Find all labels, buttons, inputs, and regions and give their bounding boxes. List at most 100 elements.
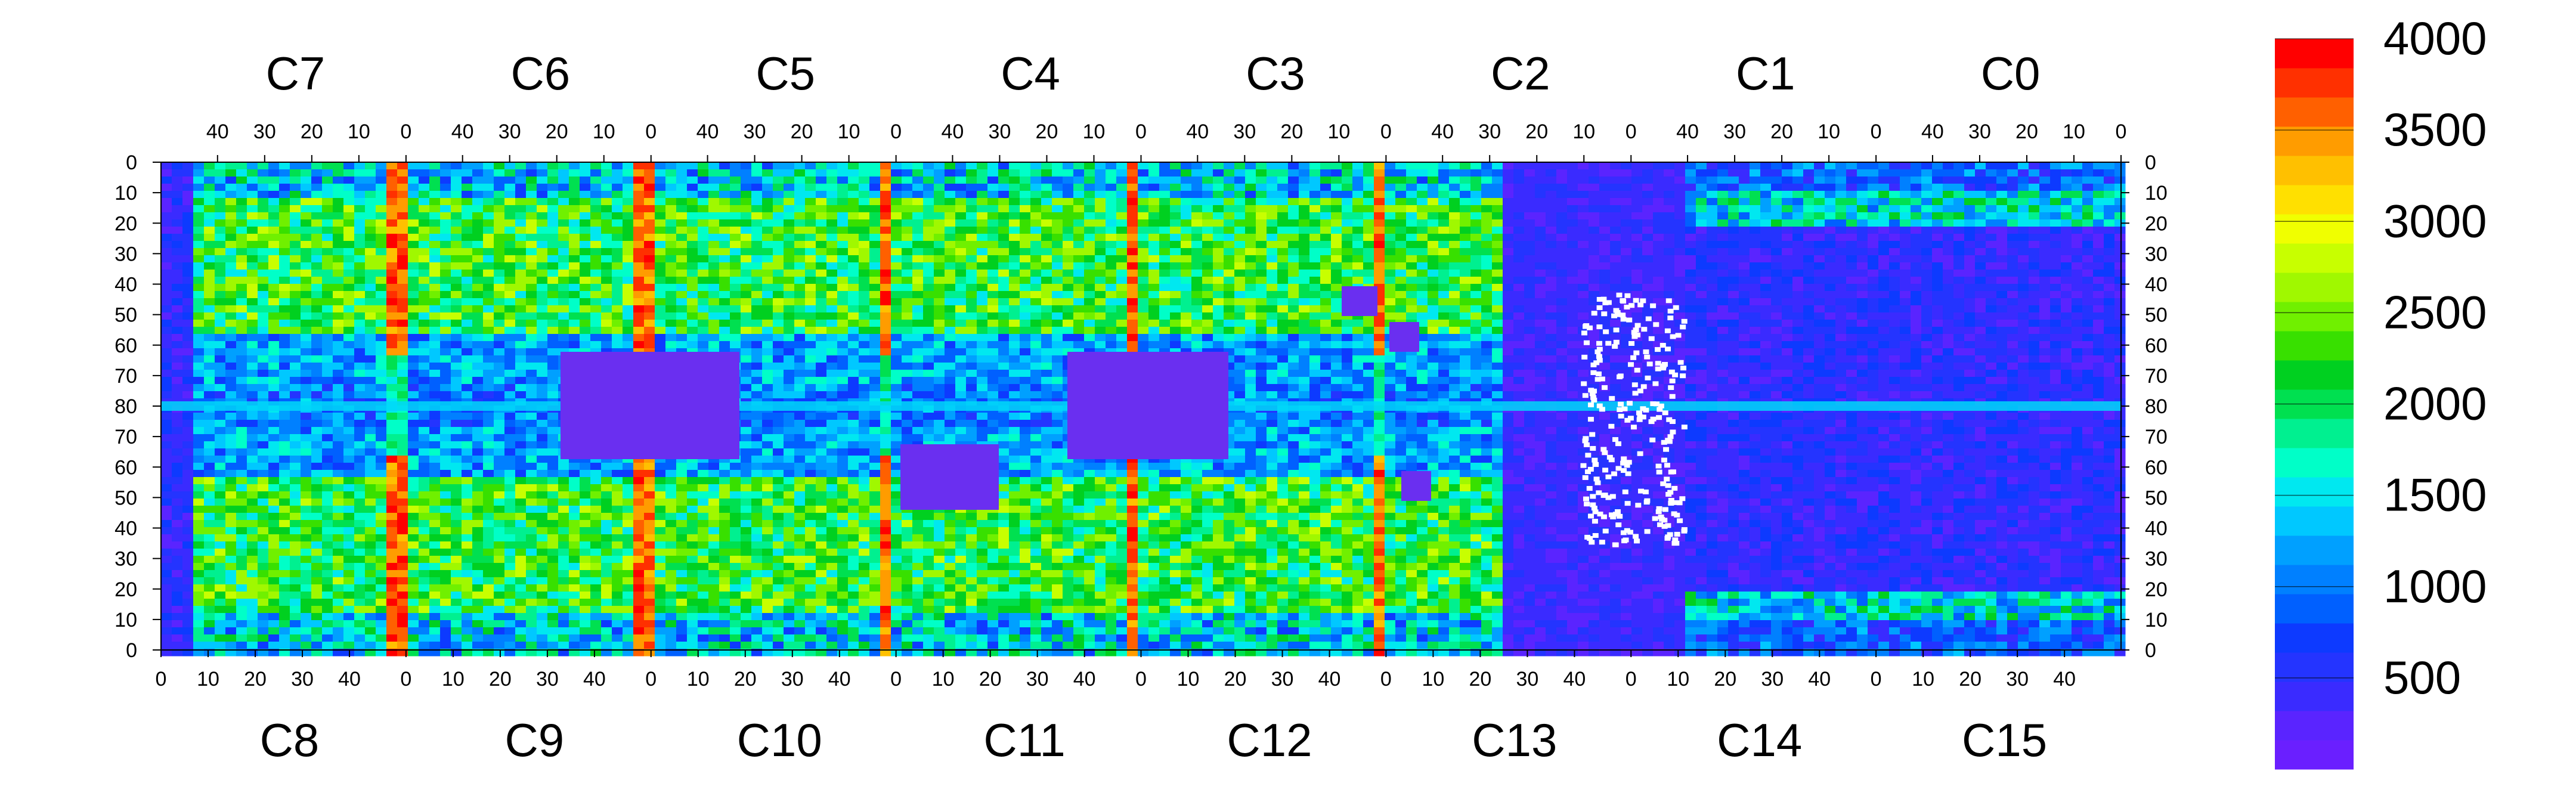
left-y-tick-label: 30	[114, 548, 137, 571]
heatmap-cells	[161, 162, 2126, 657]
bottom-tick-label: 40	[583, 668, 606, 691]
top-tick-label: 20	[1770, 120, 1793, 143]
bottom-tick-label: 40	[1808, 668, 1831, 691]
bottom-tick-label: 40	[1073, 668, 1096, 691]
top-tick-label: 30	[744, 120, 766, 143]
colorbar-tick-label: 3000	[2383, 194, 2487, 247]
bottom-chip-labels: C8 C9 C10 C11 C12 C13 C14 C15	[260, 714, 2048, 766]
bottom-tick-label: 20	[1959, 668, 1981, 691]
right-y-tick-label: 30	[2145, 548, 2168, 571]
left-y-tick-label: 20	[114, 212, 137, 235]
right-y-tick-label: 0	[2145, 151, 2156, 174]
right-y-tick-label: 30	[2145, 243, 2168, 265]
right-y-tick-label: 40	[2145, 274, 2168, 296]
top-tick-label: 10	[1818, 120, 1840, 143]
top-tick-label: 30	[253, 120, 276, 143]
chip-label-top: C1	[1736, 47, 1795, 100]
top-chip-labels: C7 C6 C5 C4 C3 C2 C1 C0	[266, 47, 2041, 100]
bottom-tick-label: 10	[1912, 668, 1934, 691]
left-y-tick-label: 50	[114, 487, 137, 509]
colorbar-segment	[2275, 535, 2354, 565]
chip-label-bottom: C15	[1962, 714, 2047, 766]
top-tick-label: 0	[1380, 120, 1392, 143]
chip-label-bottom: C9	[504, 714, 564, 766]
left-y-tick-label: 70	[114, 426, 137, 448]
bottom-tick-label: 30	[1761, 668, 1784, 691]
right-y-tick-label: 0	[2145, 639, 2156, 662]
left-y-tick-label: 0	[126, 639, 137, 662]
left-y-tick-label: 80	[114, 395, 137, 418]
colorbar-segment	[2275, 185, 2354, 215]
left-y-tick-label: 10	[114, 182, 137, 205]
chip-label-bottom: C10	[737, 714, 822, 766]
chip-label-top: C4	[1001, 47, 1060, 100]
right-y-tick-label: 10	[2145, 182, 2168, 205]
colorbar-segment	[2275, 594, 2354, 624]
chip-label-top: C5	[756, 47, 815, 100]
right-y-tick-label: 20	[2145, 212, 2168, 235]
colorbar-segment	[2275, 214, 2354, 244]
colorbar-segment	[2275, 156, 2354, 185]
chip-label-top: C6	[510, 47, 570, 100]
top-tick-label: 20	[301, 120, 323, 143]
colorbar-tick-label: 1000	[2383, 560, 2487, 612]
right-y-tick-label: 40	[2145, 518, 2168, 540]
right-y-ticks: 0 10 20 30 40 50 60 70 80 70 60 50 40 30 20 10 0	[2121, 151, 2168, 662]
colorbar-tick-label: 2500	[2383, 286, 2487, 338]
top-tick-label: 10	[1327, 120, 1350, 143]
top-tick-label: 10	[348, 120, 370, 143]
colorbar-segment	[2275, 682, 2354, 711]
top-tick-label: 0	[2116, 120, 2127, 143]
colorbar-tick-label: 1500	[2383, 469, 2487, 521]
right-y-tick-label: 50	[2145, 304, 2168, 327]
left-y-tick-label: 50	[114, 304, 137, 327]
top-tick-label: 40	[451, 120, 474, 143]
bottom-tick-label: 0	[400, 668, 411, 691]
colorbar-segment	[2275, 39, 2354, 69]
top-tick-label: 0	[645, 120, 657, 143]
left-y-tick-label: 40	[114, 518, 137, 540]
bottom-tick-label: 0	[1626, 668, 1637, 691]
right-y-tick-label: 60	[2145, 335, 2168, 357]
top-tick-label: 0	[400, 120, 411, 143]
top-tick-label: 20	[546, 120, 568, 143]
top-tick-label: 30	[499, 120, 521, 143]
colorbar-segment	[2275, 97, 2354, 127]
chip-label-bottom: C12	[1227, 714, 1312, 766]
colorbar: 500 1000 1500 2000 2500 3000 3500 4000	[2275, 12, 2487, 770]
bottom-tick-label: 30	[1026, 668, 1049, 691]
top-tick-label: 30	[1723, 120, 1746, 143]
colorbar-segment	[2275, 68, 2354, 98]
top-tick-label: 0	[1626, 120, 1637, 143]
bottom-tick-label: 40	[2053, 668, 2076, 691]
top-tick-label: 40	[1676, 120, 1699, 143]
chip-label-bottom: C14	[1717, 714, 1802, 766]
colorbar-segment	[2275, 565, 2354, 595]
right-y-tick-label: 20	[2145, 578, 2168, 601]
top-tick-label: 20	[1280, 120, 1303, 143]
left-y-tick-label: 60	[114, 335, 137, 357]
bottom-tick-label: 40	[828, 668, 851, 691]
top-tick-label: 30	[989, 120, 1011, 143]
right-y-tick-label: 70	[2145, 426, 2168, 448]
colorbar-tick-label: 2000	[2383, 377, 2487, 430]
colorbar-segment	[2275, 506, 2354, 536]
bottom-tick-label: 30	[1516, 668, 1539, 691]
chip-label-top: C3	[1246, 47, 1305, 100]
colorbar-segment	[2275, 652, 2354, 682]
bottom-x-ticks: 0 10 20 30 40 0 10 20 30 40 0 10 20 30 40 0 10 20 30 40 0 10 2…	[156, 650, 2076, 691]
bottom-tick-label: 30	[781, 668, 804, 691]
top-tick-label: 10	[593, 120, 615, 143]
top-tick-label: 30	[1968, 120, 1991, 143]
dead-pixel-spots	[1580, 292, 1688, 547]
colorbar-tick-label: 3500	[2383, 103, 2487, 156]
bottom-tick-label: 0	[156, 668, 167, 691]
top-x-ticks: 40 30 20 10 0 40 30 20 10 0 40 30 20 10 0 40 30 20 10 0 40 30…	[206, 120, 2127, 162]
colorbar-segment	[2275, 740, 2354, 770]
top-tick-label: 40	[1431, 120, 1454, 143]
bottom-tick-label: 10	[1667, 668, 1689, 691]
colorbar-tick-label: 4000	[2383, 12, 2487, 64]
top-tick-label: 10	[1572, 120, 1595, 143]
